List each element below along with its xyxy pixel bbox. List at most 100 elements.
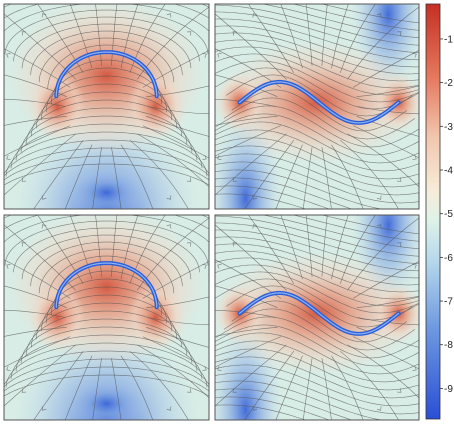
streamline bbox=[35, 294, 178, 340]
streamline bbox=[215, 222, 419, 264]
streamline-arrow bbox=[217, 155, 222, 160]
streamline bbox=[215, 60, 419, 103]
streamline bbox=[137, 344, 209, 399]
streamlines bbox=[0, 215, 209, 420]
streamline bbox=[15, 326, 198, 372]
streamline bbox=[275, 355, 303, 420]
streamline-arrow bbox=[422, 78, 426, 83]
streamline-arrow bbox=[41, 195, 47, 200]
streamline bbox=[223, 308, 416, 351]
streamline bbox=[352, 50, 419, 88]
streamline-arrow bbox=[397, 388, 402, 393]
streamline bbox=[146, 296, 209, 308]
streamline bbox=[146, 327, 209, 348]
streamline bbox=[291, 215, 419, 242]
streamline bbox=[248, 4, 295, 73]
streamline bbox=[40, 75, 173, 121]
streamline bbox=[30, 241, 183, 287]
streamline bbox=[216, 316, 419, 359]
streamline bbox=[339, 4, 376, 73]
streamline-arrow bbox=[202, 366, 207, 371]
streamline bbox=[215, 4, 419, 46]
streamline bbox=[4, 125, 71, 157]
streamline bbox=[4, 336, 71, 368]
streamline bbox=[215, 98, 277, 107]
streamline bbox=[215, 236, 419, 279]
streamline-arrow bbox=[217, 264, 222, 269]
streamline bbox=[357, 106, 419, 115]
streamline bbox=[347, 217, 419, 291]
panel-frame bbox=[3, 3, 210, 210]
streamline bbox=[4, 309, 66, 318]
streamline bbox=[215, 133, 287, 196]
streamline bbox=[20, 107, 193, 153]
streamline bbox=[30, 30, 183, 76]
streamline bbox=[120, 355, 154, 420]
streamline-arrow bbox=[0, 341, 1, 346]
low-field-core bbox=[65, 379, 148, 420]
streamline-arrow bbox=[21, 177, 27, 182]
streamline bbox=[20, 318, 193, 364]
streamline bbox=[215, 116, 278, 126]
colorbar-tick-label: -8 bbox=[444, 340, 453, 351]
streamline bbox=[147, 317, 209, 326]
streamline bbox=[215, 177, 353, 209]
streamline-arrow bbox=[186, 388, 192, 393]
streamline bbox=[215, 121, 419, 164]
streamline bbox=[215, 125, 282, 157]
streamline-arrow bbox=[412, 53, 417, 58]
streamline bbox=[30, 302, 183, 348]
streamline bbox=[215, 11, 419, 53]
streamline-arrow bbox=[252, 13, 258, 18]
colorbar-tick-label: -3 bbox=[444, 122, 453, 133]
streamline-arrow bbox=[0, 289, 1, 294]
colorbar-tick-label: -4 bbox=[444, 166, 453, 177]
streamline bbox=[215, 388, 353, 420]
streamline bbox=[4, 220, 209, 266]
streamline-arrow bbox=[41, 406, 47, 411]
streamline bbox=[321, 147, 332, 209]
streamline bbox=[4, 139, 209, 175]
streamline bbox=[215, 380, 384, 420]
streamline-arrow bbox=[422, 341, 426, 346]
streamline bbox=[215, 74, 278, 97]
colorbar-tick-label: -7 bbox=[444, 297, 453, 308]
streamline bbox=[280, 215, 303, 280]
streamline bbox=[38, 248, 175, 294]
panel-frame bbox=[214, 214, 420, 421]
streamline bbox=[331, 355, 364, 420]
streamline-arrow bbox=[397, 31, 402, 36]
streamline bbox=[244, 351, 295, 420]
streamline-arrow bbox=[166, 224, 172, 229]
streamline bbox=[129, 350, 189, 420]
streamline bbox=[142, 125, 209, 159]
colorbar-gradient bbox=[425, 3, 441, 420]
streamline bbox=[215, 129, 419, 172]
streamline bbox=[339, 215, 376, 284]
streamline bbox=[302, 147, 313, 209]
streamline bbox=[347, 6, 419, 80]
streamline-arrow bbox=[202, 155, 207, 160]
streamline-arrow bbox=[252, 195, 258, 200]
colorbar-tick-label: -9 bbox=[444, 384, 453, 395]
streamline bbox=[356, 327, 419, 348]
streamline bbox=[38, 37, 175, 83]
streamline bbox=[321, 358, 332, 420]
streamline bbox=[4, 4, 209, 32]
streamline-arrow bbox=[232, 177, 237, 182]
streamline bbox=[216, 105, 419, 148]
streamline bbox=[5, 342, 208, 388]
streamline bbox=[215, 25, 419, 68]
streamline bbox=[215, 169, 384, 209]
streamline bbox=[215, 364, 419, 407]
boundary-curve-highlight bbox=[238, 81, 400, 124]
streamline-arrow bbox=[376, 13, 382, 18]
streamline bbox=[129, 4, 166, 73]
streamline bbox=[215, 324, 419, 367]
streamline bbox=[248, 215, 295, 284]
streamline-arrow bbox=[6, 155, 11, 160]
streamline bbox=[215, 271, 419, 314]
streamline bbox=[137, 133, 209, 188]
streamline bbox=[215, 53, 419, 96]
streamline bbox=[231, 300, 407, 343]
